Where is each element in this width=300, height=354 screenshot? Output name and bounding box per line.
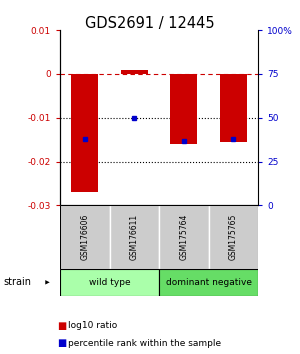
Bar: [159, 269, 258, 296]
Bar: [60, 269, 159, 296]
Bar: [220, 74, 247, 142]
Text: wild type: wild type: [89, 278, 130, 287]
Text: strain: strain: [3, 277, 31, 287]
Text: GDS2691 / 12445: GDS2691 / 12445: [85, 16, 215, 31]
Text: GSM175765: GSM175765: [229, 214, 238, 261]
Text: GSM175764: GSM175764: [179, 214, 188, 261]
Text: log10 ratio: log10 ratio: [68, 321, 117, 330]
Text: percentile rank within the sample: percentile rank within the sample: [68, 339, 220, 348]
Bar: [71, 74, 98, 192]
Bar: [159, 205, 208, 269]
Bar: [170, 74, 197, 144]
Text: GSM176611: GSM176611: [130, 214, 139, 260]
Text: GSM176606: GSM176606: [80, 214, 89, 261]
Bar: [121, 69, 148, 74]
Text: ■: ■: [57, 338, 66, 348]
Bar: [110, 205, 159, 269]
Text: dominant negative: dominant negative: [166, 278, 251, 287]
Bar: [60, 205, 110, 269]
Bar: [208, 205, 258, 269]
Text: ■: ■: [57, 321, 66, 331]
